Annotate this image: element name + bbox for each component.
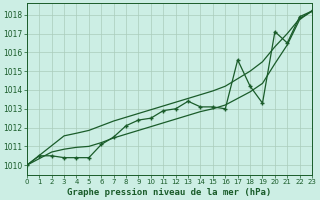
X-axis label: Graphe pression niveau de la mer (hPa): Graphe pression niveau de la mer (hPa) bbox=[68, 188, 272, 197]
